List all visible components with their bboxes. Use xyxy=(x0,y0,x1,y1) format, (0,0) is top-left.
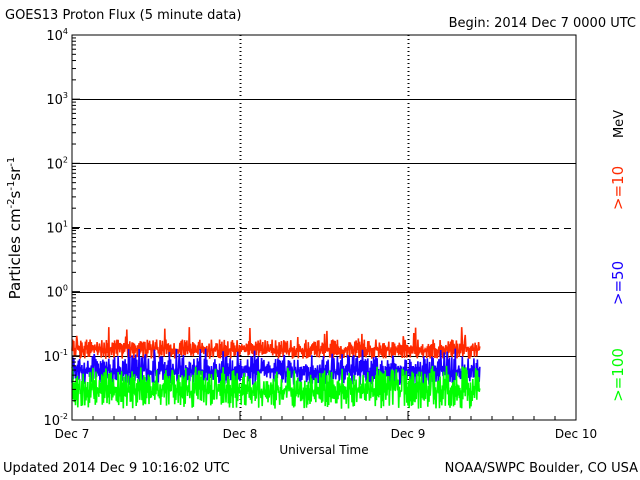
y-tick-label: 100 xyxy=(46,284,68,301)
chart-title: GOES13 Proton Flux (5 minute data) xyxy=(5,8,242,23)
x-tick-label: Dec 7 xyxy=(55,427,90,441)
y-tick-label: 104 xyxy=(46,27,68,44)
x-axis-label: Universal Time xyxy=(279,443,368,457)
begin-time-label: Begin: 2014 Dec 7 0000 UTC xyxy=(448,16,636,31)
y-axis-label: Particles cm-2s-1sr-1 xyxy=(6,157,24,300)
x-tick-label: Dec 9 xyxy=(391,427,426,441)
series-layer xyxy=(71,327,481,409)
legend-entry-10: >=10 xyxy=(609,166,627,210)
legend-units-label: MeV xyxy=(612,110,627,138)
y-tick-label: 101 xyxy=(46,220,68,237)
updated-timestamp: Updated 2014 Dec 9 10:16:02 UTC xyxy=(3,461,230,476)
y-tick-label: 10-1 xyxy=(43,348,68,365)
data-source-label: NOAA/SWPC Boulder, CO USA xyxy=(444,461,638,476)
x-tick-label: Dec 10 xyxy=(555,427,597,441)
axis-layer: 10-2 10-1 100 101 102 103 104 Dec 7 Dec 8 Dec 9 De… xyxy=(43,27,597,441)
y-tick-label: 10-2 xyxy=(43,412,68,429)
series-line-10 xyxy=(71,327,481,359)
series-line-100 xyxy=(71,365,481,409)
y-tick-label: 103 xyxy=(46,91,68,108)
grid-layer xyxy=(72,35,576,420)
x-tick-label: Dec 8 xyxy=(223,427,258,441)
legend: >=100 >=50 >=10 MeV xyxy=(609,110,627,402)
y-tick-label: 102 xyxy=(46,155,68,172)
legend-entry-50: >=50 xyxy=(609,261,627,305)
legend-entry-100: >=100 xyxy=(609,348,627,402)
